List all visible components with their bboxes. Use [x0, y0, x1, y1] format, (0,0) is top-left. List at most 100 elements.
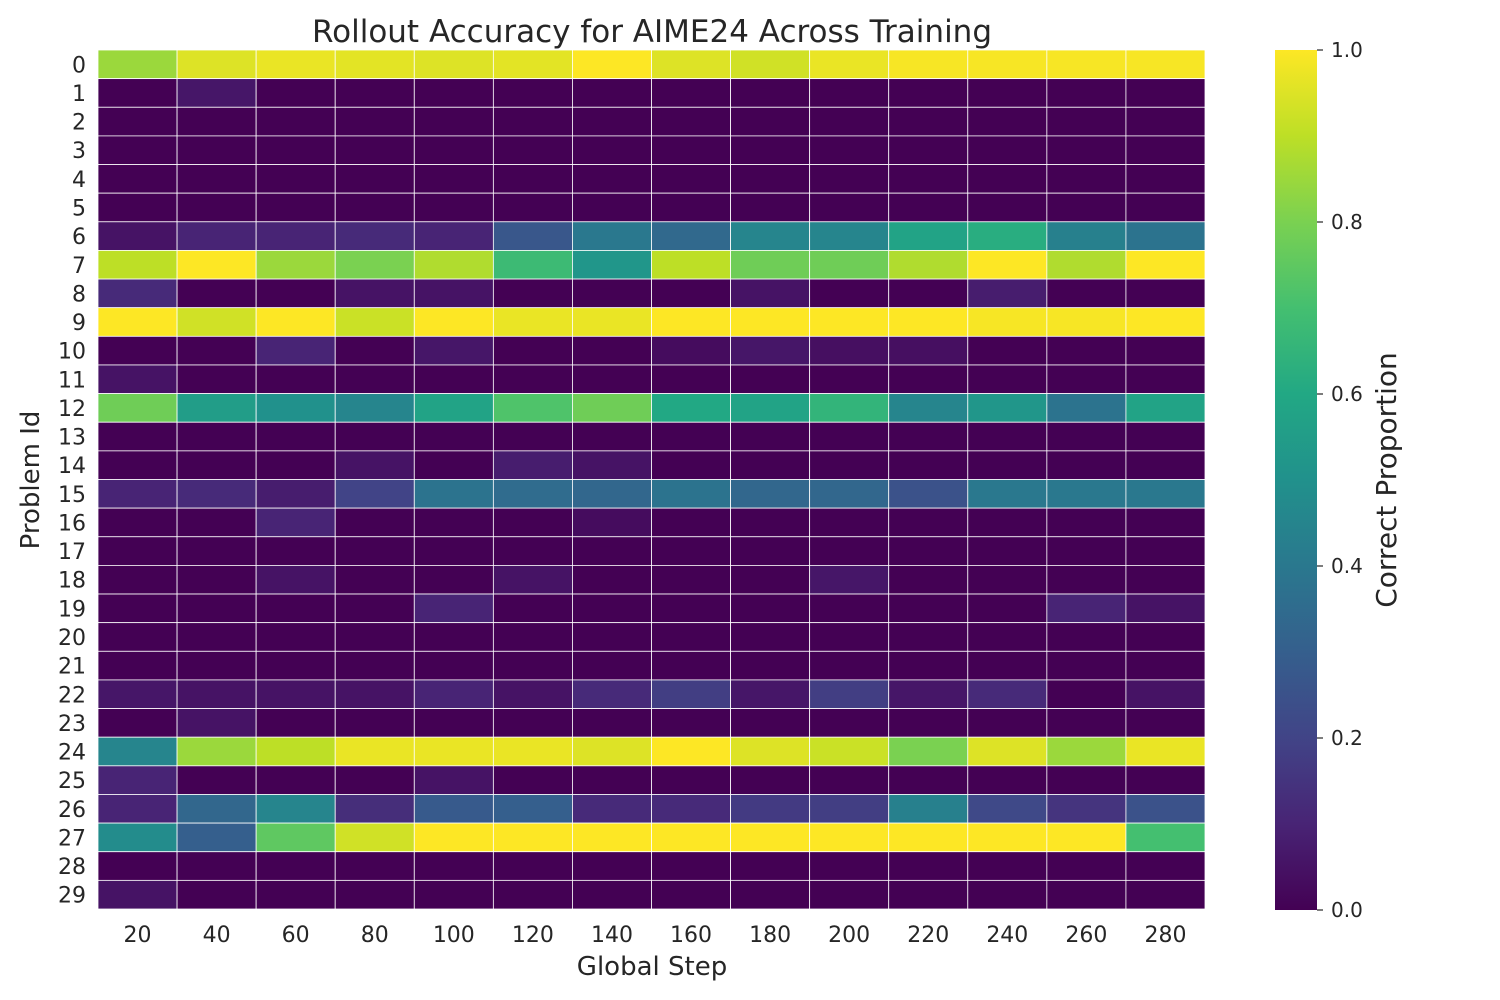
y-tick-label: 1	[72, 82, 86, 107]
colorbar	[1275, 50, 1317, 910]
heatmap-cell	[255, 192, 336, 223]
heatmap-cell	[651, 765, 731, 795]
colorbar-tick-labels: 0.0 0.2 0.4 0.6 0.8 1.0	[1317, 38, 1363, 922]
y-tick-label: 7	[72, 254, 86, 279]
heatmap-cell	[97, 565, 178, 595]
heatmap-cell	[967, 622, 1048, 652]
heatmap-cell	[492, 650, 573, 681]
heatmap-cell	[255, 450, 336, 480]
heatmap-cell	[334, 278, 415, 309]
heatmap-cell	[651, 135, 731, 165]
heatmap-cell	[730, 78, 811, 108]
heatmap-cell	[176, 250, 257, 280]
heatmap-cell	[97, 650, 178, 681]
heatmap-cell	[1125, 679, 1206, 709]
heatmap-cell	[492, 622, 573, 652]
heatmap-cell	[572, 736, 652, 767]
heatmap-cell	[809, 106, 890, 137]
heatmap-cell	[809, 450, 890, 480]
heatmap-cell	[730, 106, 811, 137]
heatmap-cell	[334, 335, 415, 366]
heatmap-cell	[1125, 221, 1206, 251]
y-tick-label: 5	[72, 196, 86, 221]
heatmap-cell	[176, 278, 257, 309]
heatmap-cell	[888, 421, 969, 452]
x-tick-label: 280	[1144, 923, 1186, 948]
heatmap-cell	[176, 794, 257, 824]
heatmap-cell	[176, 879, 257, 910]
heatmap-cell	[888, 650, 969, 681]
heatmap-cell	[334, 565, 415, 595]
y-tick-label: 3	[72, 139, 86, 164]
heatmap-cell	[413, 221, 494, 251]
heatmap-cell	[809, 765, 890, 795]
heatmap-cell	[255, 364, 336, 395]
heatmap-cell	[413, 879, 494, 910]
heatmap-cell	[413, 565, 494, 595]
heatmap-cell	[1125, 364, 1206, 395]
heatmap-cell	[572, 364, 652, 395]
heatmap-cell	[97, 221, 178, 251]
heatmap-cell	[255, 507, 336, 538]
x-tick-label: 220	[907, 923, 949, 948]
y-tick-label: 10	[58, 340, 86, 365]
heatmap-cell	[1125, 536, 1206, 566]
heatmap-cell	[809, 421, 890, 452]
heatmap-cell	[809, 393, 890, 423]
heatmap-cell	[255, 78, 336, 108]
heatmap-cell	[97, 106, 178, 137]
heatmap-cell	[572, 565, 652, 595]
heatmap-cell	[176, 421, 257, 452]
heatmap-cell	[651, 536, 731, 566]
heatmap-cell	[730, 450, 811, 480]
heatmap-cell	[809, 794, 890, 824]
heatmap-cell	[572, 822, 652, 853]
heatmap-cell	[176, 593, 257, 624]
x-axis-label: Global Step	[577, 952, 727, 982]
heatmap-cell	[492, 450, 573, 480]
heatmap-cell	[413, 164, 494, 194]
colorbar-tick-label: 0.4	[1331, 554, 1363, 578]
heatmap-cell	[651, 650, 731, 681]
heatmap-cell	[572, 650, 652, 681]
heatmap-cell	[888, 708, 969, 738]
y-tick-label: 14	[58, 454, 86, 479]
heatmap-cell	[97, 192, 178, 223]
heatmap-cell	[492, 393, 573, 423]
heatmap-cell	[334, 507, 415, 538]
heatmap-cell	[809, 851, 890, 881]
y-tick-label: 27	[58, 826, 86, 851]
heatmap-cell	[334, 164, 415, 194]
heatmap-cell	[1125, 106, 1206, 137]
heatmap-cell	[413, 78, 494, 108]
heatmap-cell	[967, 364, 1048, 395]
heatmap-cell	[651, 822, 731, 853]
heatmap-cell	[492, 307, 573, 337]
x-tick-label: 20	[124, 923, 152, 948]
heatmap-cell	[967, 679, 1048, 709]
y-tick-label: 15	[58, 483, 86, 508]
heatmap-cell	[888, 78, 969, 108]
heatmap-cell	[651, 192, 731, 223]
heatmap-cell	[888, 164, 969, 194]
heatmap-cell	[255, 221, 336, 251]
heatmap-cell	[255, 135, 336, 165]
heatmap-cell	[651, 794, 731, 824]
heatmap-cell	[492, 164, 573, 194]
heatmap-cell	[97, 479, 178, 509]
heatmap-cell	[1046, 822, 1127, 853]
heatmap-cell	[176, 78, 257, 108]
x-tick-label: 60	[282, 923, 310, 948]
heatmap-cell	[97, 708, 178, 738]
heatmap-cell	[413, 794, 494, 824]
heatmap-cell	[730, 565, 811, 595]
heatmap-cell	[1046, 536, 1127, 566]
heatmap-cell	[809, 822, 890, 853]
heatmap-cell	[334, 221, 415, 251]
heatmap-cell	[97, 879, 178, 910]
heatmap-cell	[255, 49, 336, 80]
heatmap-cell	[255, 335, 336, 366]
heatmap-cell	[492, 736, 573, 767]
heatmap-cell	[888, 192, 969, 223]
heatmap-cell	[1046, 307, 1127, 337]
